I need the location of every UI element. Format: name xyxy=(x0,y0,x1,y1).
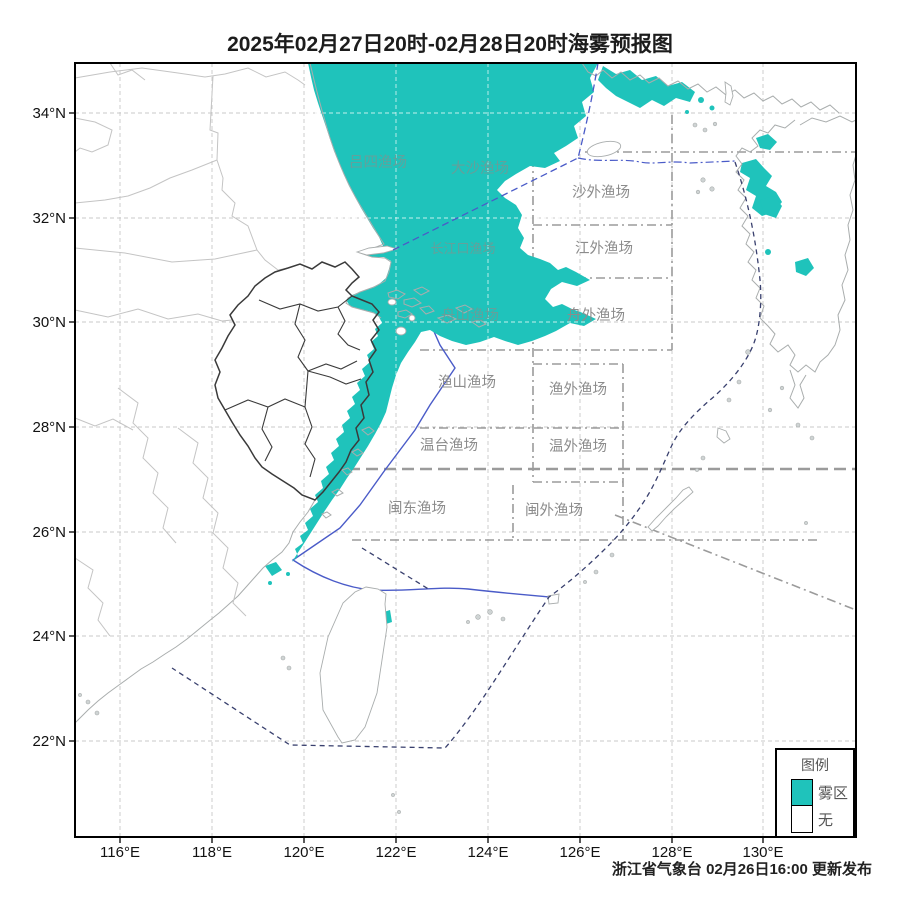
fog-patch-fujian-coast xyxy=(265,562,282,576)
miyako-island xyxy=(547,593,560,605)
lon-label: 126°E xyxy=(559,844,600,861)
fishing-zone-label: 江外渔场 xyxy=(575,240,633,257)
legend-item-none: 无 xyxy=(791,806,853,833)
legend-title: 图例 xyxy=(801,757,829,773)
fishing-zone-label: 渔外渔场 xyxy=(549,381,607,398)
axis-labels: 116°E 118°E 120°E 122°E 124°E 126°E 128°E 130°E… xyxy=(32,105,783,861)
gridline-over-fog xyxy=(308,63,598,395)
jeju-island xyxy=(586,140,622,158)
legend-label-fog: 雾区 xyxy=(818,785,849,802)
fishing-zone-label: 舟山渔场 xyxy=(441,307,499,324)
lon-label: 120°E xyxy=(283,844,324,861)
fog-patch-kyushu-1 xyxy=(756,134,777,150)
lat-label: 24°N xyxy=(32,628,66,645)
taiwan-island xyxy=(319,586,388,744)
lon-label: 130°E xyxy=(742,844,783,861)
lat-label: 32°N xyxy=(32,210,66,227)
chongming-island xyxy=(355,245,399,256)
fog-patch-kyushu-3 xyxy=(760,196,782,218)
map-frame xyxy=(74,62,857,838)
jiangsu-shanghai-coast xyxy=(309,62,392,319)
fog-area-layer xyxy=(265,63,814,624)
boundary-lines xyxy=(171,62,762,749)
coastline-layer xyxy=(74,62,857,814)
legend-item-fog: 雾区 xyxy=(791,779,853,806)
fishing-zone-label: 大沙渔场 xyxy=(451,160,509,177)
fishing-zone-label: 舟外渔场 xyxy=(567,307,625,324)
fishing-zone-label: 长江口渔场 xyxy=(430,241,495,256)
fog-color-swatch xyxy=(791,779,813,806)
legend-label-none: 无 xyxy=(818,812,834,829)
fishing-zone-label: 渔山渔场 xyxy=(438,374,496,391)
lon-label: 124°E xyxy=(467,844,508,861)
okinawa-island xyxy=(647,486,694,532)
trawl-ban-line-north xyxy=(392,62,599,251)
axis-ticks xyxy=(69,112,764,843)
fog-patch-korea-coast xyxy=(598,66,695,108)
korea-south-coast xyxy=(581,62,840,114)
fishing-zone-boundaries xyxy=(348,115,857,611)
lat-label: 28°N xyxy=(32,419,66,436)
issuer-attribution: 浙江省气象台 02月26日16:00 更新发布 xyxy=(611,861,872,878)
fujian-guangdong-coast xyxy=(74,499,316,724)
map-title: 2025年02月27日20时-02月28日20时海雾预报图 xyxy=(227,33,673,56)
boundary-line-east xyxy=(577,157,736,164)
lat-label: 34°N xyxy=(32,105,66,122)
fog-patch-kyushu-4 xyxy=(795,258,814,276)
fishing-zone-label: 闽外渔场 xyxy=(525,502,583,519)
lon-label: 128°E xyxy=(651,844,692,861)
tsushima-island xyxy=(724,81,734,106)
amami-island xyxy=(716,427,731,444)
none-color-swatch xyxy=(791,806,813,833)
lon-label: 122°E xyxy=(375,844,416,861)
province-borders xyxy=(74,62,306,637)
fishing-zone-label: 温外渔场 xyxy=(549,438,607,455)
lat-label: 30°N xyxy=(32,314,66,331)
zhejiang-province-outline xyxy=(214,261,380,501)
fishing-zone-label: 吕四渔场 xyxy=(349,154,407,171)
fishing-zone-label: 温台渔场 xyxy=(420,437,478,454)
kyushu-coast xyxy=(735,119,857,373)
legend: 图例 雾区 无 xyxy=(775,748,855,838)
lat-label: 22°N xyxy=(32,733,66,750)
fishing-zone-label: 沙外渔场 xyxy=(572,184,630,201)
kyushu-south-bays xyxy=(789,369,807,409)
lon-label: 116°E xyxy=(100,844,140,861)
outer-boundary-dashed xyxy=(171,161,762,749)
honshu-corner xyxy=(799,115,857,126)
legend-rows: 雾区 无 xyxy=(791,779,853,833)
fishing-zone-label: 闽东渔场 xyxy=(388,500,446,517)
lat-label: 26°N xyxy=(32,524,66,541)
lon-label: 118°E xyxy=(192,844,232,861)
fog-region-main xyxy=(292,63,598,562)
